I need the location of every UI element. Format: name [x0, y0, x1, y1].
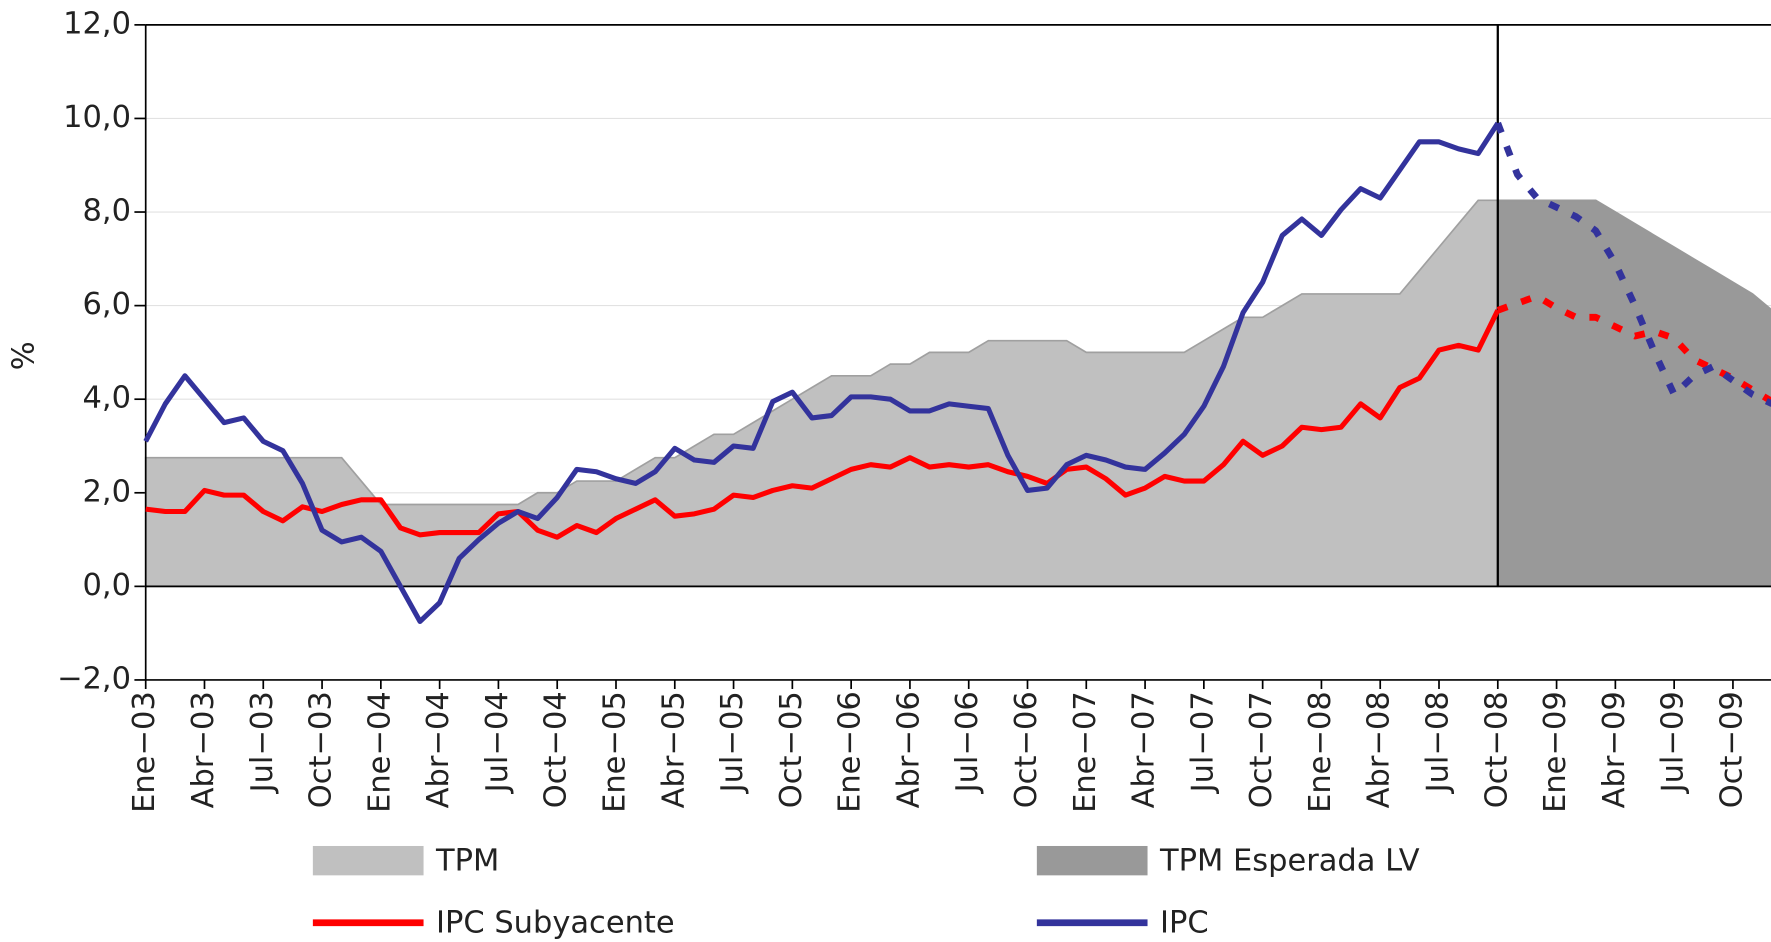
area	[144, 199, 1499, 588]
x-tick-label: Ene−03	[127, 691, 162, 813]
y-tick-label: 6,0	[83, 287, 131, 322]
x-tick-label: Ene−09	[1538, 691, 1573, 813]
line	[145, 309, 1501, 540]
x-tick-label: Abr−03	[186, 691, 221, 808]
x-tick-label: Ene−06	[833, 691, 868, 813]
y-tick-label: 2,0	[83, 474, 131, 509]
x-tick-label: Oct−06	[1009, 691, 1044, 808]
line	[143, 121, 1500, 625]
legend-label: TPM	[435, 843, 499, 878]
legend-label: IPC	[1160, 905, 1209, 940]
legend-label: TPM Esperada LV	[1159, 843, 1420, 878]
x-tick-label: Oct−09	[1714, 691, 1749, 808]
x-tick-label: Ene−08	[1303, 691, 1338, 813]
x-tick-label: Oct−04	[539, 691, 574, 808]
x-tick-label: Ene−04	[362, 691, 397, 813]
y-tick-label: 8,0	[83, 194, 131, 229]
x-tick-label: Ene−07	[1068, 691, 1103, 813]
x-tick-label: Abr−05	[656, 691, 691, 808]
x-tick-label: Jul−04	[480, 691, 515, 794]
x-tick-label: Ene−05	[597, 691, 632, 813]
x-tick-label: Jul−03	[245, 691, 280, 794]
x-tick-label: Abr−07	[1127, 691, 1162, 808]
y-tick-label: −2,0	[57, 661, 131, 696]
area	[1496, 199, 1771, 588]
x-tick-label: Oct−05	[774, 691, 809, 808]
y-tick-label: 10,0	[63, 100, 131, 135]
forecast-line	[1494, 121, 1771, 407]
x-tick-label: Abr−08	[1362, 691, 1397, 808]
legend-swatch	[1036, 845, 1148, 876]
y-tick-label: 0,0	[83, 568, 131, 603]
x-tick-label: Jul−07	[1185, 691, 1220, 794]
y-tick-label: 4,0	[83, 381, 131, 416]
x-tick-label: Jul−08	[1421, 691, 1456, 794]
x-tick-label: Jul−09	[1656, 691, 1691, 794]
x-tick-label: Abr−09	[1597, 691, 1632, 808]
legend-label: IPC Subyacente	[436, 905, 675, 940]
y-axis-label: %	[6, 341, 41, 370]
x-tick-label: Oct−03	[304, 691, 339, 808]
x-tick-label: Oct−08	[1479, 691, 1514, 808]
x-tick-label: Oct−07	[1244, 691, 1279, 808]
x-tick-label: Abr−06	[891, 691, 926, 808]
x-tick-label: Jul−05	[715, 691, 750, 794]
legend-swatch	[312, 845, 424, 876]
x-tick-label: Abr−04	[421, 691, 456, 808]
y-tick-label: 12,0	[63, 6, 131, 41]
x-tick-label: Jul−06	[950, 691, 985, 794]
